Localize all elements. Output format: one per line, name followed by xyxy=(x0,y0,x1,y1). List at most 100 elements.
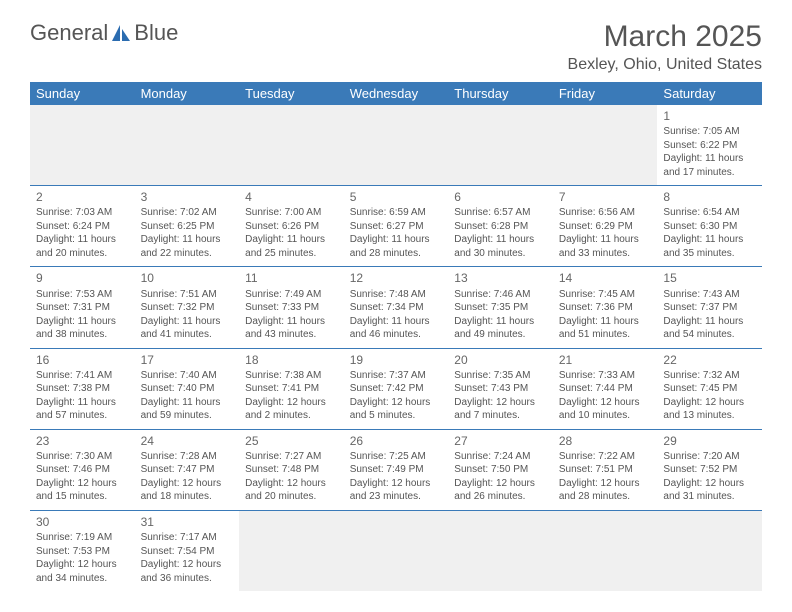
day-detail-line: Sunset: 7:42 PM xyxy=(350,382,443,396)
day-cell: 2Sunrise: 7:03 AMSunset: 6:24 PMDaylight… xyxy=(30,186,135,266)
day-number: 18 xyxy=(245,352,338,368)
day-detail-line: Sunset: 7:43 PM xyxy=(454,382,547,396)
day-cell xyxy=(239,105,344,185)
day-detail-line: Sunrise: 7:38 AM xyxy=(245,369,338,383)
day-detail-line: Daylight: 11 hours xyxy=(245,315,338,329)
day-detail-line: Sunrise: 7:32 AM xyxy=(663,369,756,383)
day-cell xyxy=(239,511,344,591)
day-detail-line: and 41 minutes. xyxy=(141,328,234,342)
day-cell: 22Sunrise: 7:32 AMSunset: 7:45 PMDayligh… xyxy=(657,349,762,429)
day-cell xyxy=(553,511,658,591)
day-header: Friday xyxy=(553,82,658,105)
day-cell: 29Sunrise: 7:20 AMSunset: 7:52 PMDayligh… xyxy=(657,430,762,510)
day-cell: 8Sunrise: 6:54 AMSunset: 6:30 PMDaylight… xyxy=(657,186,762,266)
day-cell xyxy=(657,511,762,591)
day-detail-line: Sunrise: 7:45 AM xyxy=(559,288,652,302)
day-detail-line: and 13 minutes. xyxy=(663,409,756,423)
day-detail-line: Sunset: 7:36 PM xyxy=(559,301,652,315)
day-number: 9 xyxy=(36,270,129,286)
day-number: 26 xyxy=(350,433,443,449)
day-detail-line: Sunset: 7:38 PM xyxy=(36,382,129,396)
day-number: 1 xyxy=(663,108,756,124)
day-number: 20 xyxy=(454,352,547,368)
day-detail-line: and 30 minutes. xyxy=(454,247,547,261)
day-cell: 9Sunrise: 7:53 AMSunset: 7:31 PMDaylight… xyxy=(30,267,135,347)
day-cell: 26Sunrise: 7:25 AMSunset: 7:49 PMDayligh… xyxy=(344,430,449,510)
day-cell xyxy=(30,105,135,185)
day-detail-line: and 20 minutes. xyxy=(36,247,129,261)
day-detail-line: Sunrise: 6:59 AM xyxy=(350,206,443,220)
day-number: 28 xyxy=(559,433,652,449)
day-cell: 30Sunrise: 7:19 AMSunset: 7:53 PMDayligh… xyxy=(30,511,135,591)
day-detail-line: Sunset: 7:34 PM xyxy=(350,301,443,315)
day-detail-line: Sunrise: 7:27 AM xyxy=(245,450,338,464)
day-detail-line: Sunrise: 7:25 AM xyxy=(350,450,443,464)
day-cell: 12Sunrise: 7:48 AMSunset: 7:34 PMDayligh… xyxy=(344,267,449,347)
day-detail-line: Sunset: 6:30 PM xyxy=(663,220,756,234)
day-detail-line: and 22 minutes. xyxy=(141,247,234,261)
day-detail-line: Sunrise: 7:17 AM xyxy=(141,531,234,545)
day-detail-line: Sunset: 6:28 PM xyxy=(454,220,547,234)
day-cell: 16Sunrise: 7:41 AMSunset: 7:38 PMDayligh… xyxy=(30,349,135,429)
day-detail-line: Daylight: 12 hours xyxy=(454,477,547,491)
day-cell: 10Sunrise: 7:51 AMSunset: 7:32 PMDayligh… xyxy=(135,267,240,347)
day-detail-line: Daylight: 11 hours xyxy=(350,233,443,247)
day-number: 4 xyxy=(245,189,338,205)
day-detail-line: Sunrise: 7:33 AM xyxy=(559,369,652,383)
week-row: 16Sunrise: 7:41 AMSunset: 7:38 PMDayligh… xyxy=(30,349,762,430)
day-detail-line: Daylight: 11 hours xyxy=(663,233,756,247)
day-number: 27 xyxy=(454,433,547,449)
day-detail-line: Sunrise: 7:28 AM xyxy=(141,450,234,464)
day-number: 7 xyxy=(559,189,652,205)
day-detail-line: Sunrise: 7:00 AM xyxy=(245,206,338,220)
day-detail-line: Daylight: 11 hours xyxy=(663,315,756,329)
day-number: 24 xyxy=(141,433,234,449)
day-detail-line: Sunset: 7:44 PM xyxy=(559,382,652,396)
day-cell: 25Sunrise: 7:27 AMSunset: 7:48 PMDayligh… xyxy=(239,430,344,510)
day-detail-line: and 17 minutes. xyxy=(663,166,756,180)
day-number: 29 xyxy=(663,433,756,449)
day-number: 15 xyxy=(663,270,756,286)
calendar: SundayMondayTuesdayWednesdayThursdayFrid… xyxy=(30,82,762,591)
day-number: 30 xyxy=(36,514,129,530)
page-header: General Blue March 2025 Bexley, Ohio, Un… xyxy=(30,20,762,74)
day-detail-line: and 59 minutes. xyxy=(141,409,234,423)
day-detail-line: Daylight: 11 hours xyxy=(36,233,129,247)
day-detail-line: Sunrise: 6:57 AM xyxy=(454,206,547,220)
day-cell xyxy=(553,105,658,185)
day-cell: 14Sunrise: 7:45 AMSunset: 7:36 PMDayligh… xyxy=(553,267,658,347)
day-detail-line: Daylight: 11 hours xyxy=(454,233,547,247)
title-block: March 2025 Bexley, Ohio, United States xyxy=(568,20,762,74)
day-header: Wednesday xyxy=(344,82,449,105)
day-detail-line: Daylight: 11 hours xyxy=(36,396,129,410)
day-detail-line: and 20 minutes. xyxy=(245,490,338,504)
day-detail-line: Daylight: 12 hours xyxy=(663,396,756,410)
day-detail-line: Daylight: 12 hours xyxy=(559,396,652,410)
location-text: Bexley, Ohio, United States xyxy=(568,56,762,74)
day-cell: 17Sunrise: 7:40 AMSunset: 7:40 PMDayligh… xyxy=(135,349,240,429)
day-detail-line: Sunrise: 7:19 AM xyxy=(36,531,129,545)
day-number: 2 xyxy=(36,189,129,205)
day-number: 13 xyxy=(454,270,547,286)
day-detail-line: Daylight: 12 hours xyxy=(559,477,652,491)
day-detail-line: Sunset: 7:33 PM xyxy=(245,301,338,315)
day-detail-line: Sunset: 6:26 PM xyxy=(245,220,338,234)
day-detail-line: Sunset: 7:40 PM xyxy=(141,382,234,396)
day-number: 31 xyxy=(141,514,234,530)
day-number: 11 xyxy=(245,270,338,286)
day-header: Saturday xyxy=(657,82,762,105)
day-detail-line: Sunrise: 7:24 AM xyxy=(454,450,547,464)
day-cell xyxy=(344,511,449,591)
day-cell: 7Sunrise: 6:56 AMSunset: 6:29 PMDaylight… xyxy=(553,186,658,266)
day-detail-line: Sunrise: 7:37 AM xyxy=(350,369,443,383)
day-cell: 3Sunrise: 7:02 AMSunset: 6:25 PMDaylight… xyxy=(135,186,240,266)
sail-icon xyxy=(110,23,132,43)
day-detail-line: and 31 minutes. xyxy=(663,490,756,504)
day-detail-line: Daylight: 12 hours xyxy=(36,558,129,572)
day-detail-line: Sunset: 7:49 PM xyxy=(350,463,443,477)
day-detail-line: and 54 minutes. xyxy=(663,328,756,342)
day-detail-line: and 5 minutes. xyxy=(350,409,443,423)
day-detail-line: Sunset: 7:37 PM xyxy=(663,301,756,315)
day-detail-line: and 33 minutes. xyxy=(559,247,652,261)
day-detail-line: and 57 minutes. xyxy=(36,409,129,423)
